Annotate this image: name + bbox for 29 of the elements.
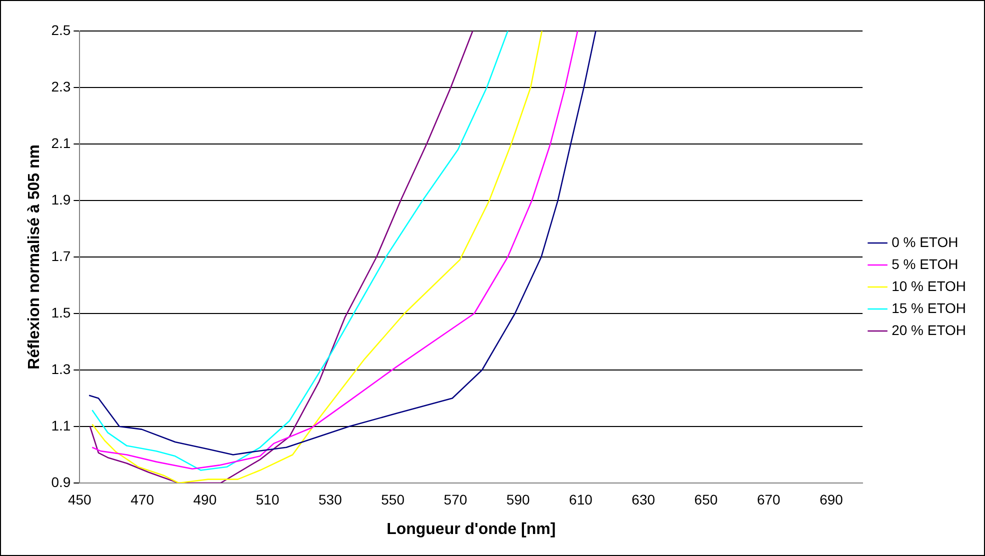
legend-label: 10 % ETOH — [892, 278, 966, 294]
y-tick-label: 1.7 — [51, 248, 71, 264]
legend-label: 5 % ETOH — [892, 256, 958, 272]
x-tick-label: 550 — [381, 491, 405, 508]
x-axis-title: Longueur d'onde [nm] — [386, 520, 556, 538]
legend-label: 0 % ETOH — [892, 234, 958, 250]
y-tick-label: 1.3 — [51, 360, 71, 377]
x-tick-label: 490 — [193, 491, 217, 508]
y-tick-label: 1.9 — [51, 191, 71, 208]
x-tick-label: 570 — [444, 491, 468, 508]
x-tick-label: 690 — [820, 491, 844, 508]
y-tick-label: 2.1 — [51, 134, 71, 151]
y-tick-label: 2.3 — [51, 78, 71, 94]
y-axis-title: Réflexion normalisé à 505 nm — [26, 144, 44, 370]
legend-label: 20 % ETOH — [892, 322, 966, 338]
x-tick-label: 670 — [756, 491, 781, 508]
x-tick-label: 450 — [68, 491, 92, 508]
x-tick-label: 510 — [256, 491, 280, 508]
x-tick-label: 610 — [569, 491, 593, 508]
x-tick-label: 650 — [694, 491, 718, 508]
x-tick-label: 590 — [506, 491, 530, 508]
legend-label: 15 % ETOH — [892, 300, 966, 316]
y-tick-label: 1.1 — [51, 417, 71, 434]
x-tick-label: 470 — [130, 491, 154, 508]
y-tick-label: 1.5 — [51, 304, 71, 320]
x-tick-label: 530 — [318, 491, 342, 508]
y-tick-label: 2.5 — [51, 22, 71, 38]
x-tick-label: 630 — [632, 491, 656, 508]
y-tick-label: 0.9 — [51, 474, 71, 490]
